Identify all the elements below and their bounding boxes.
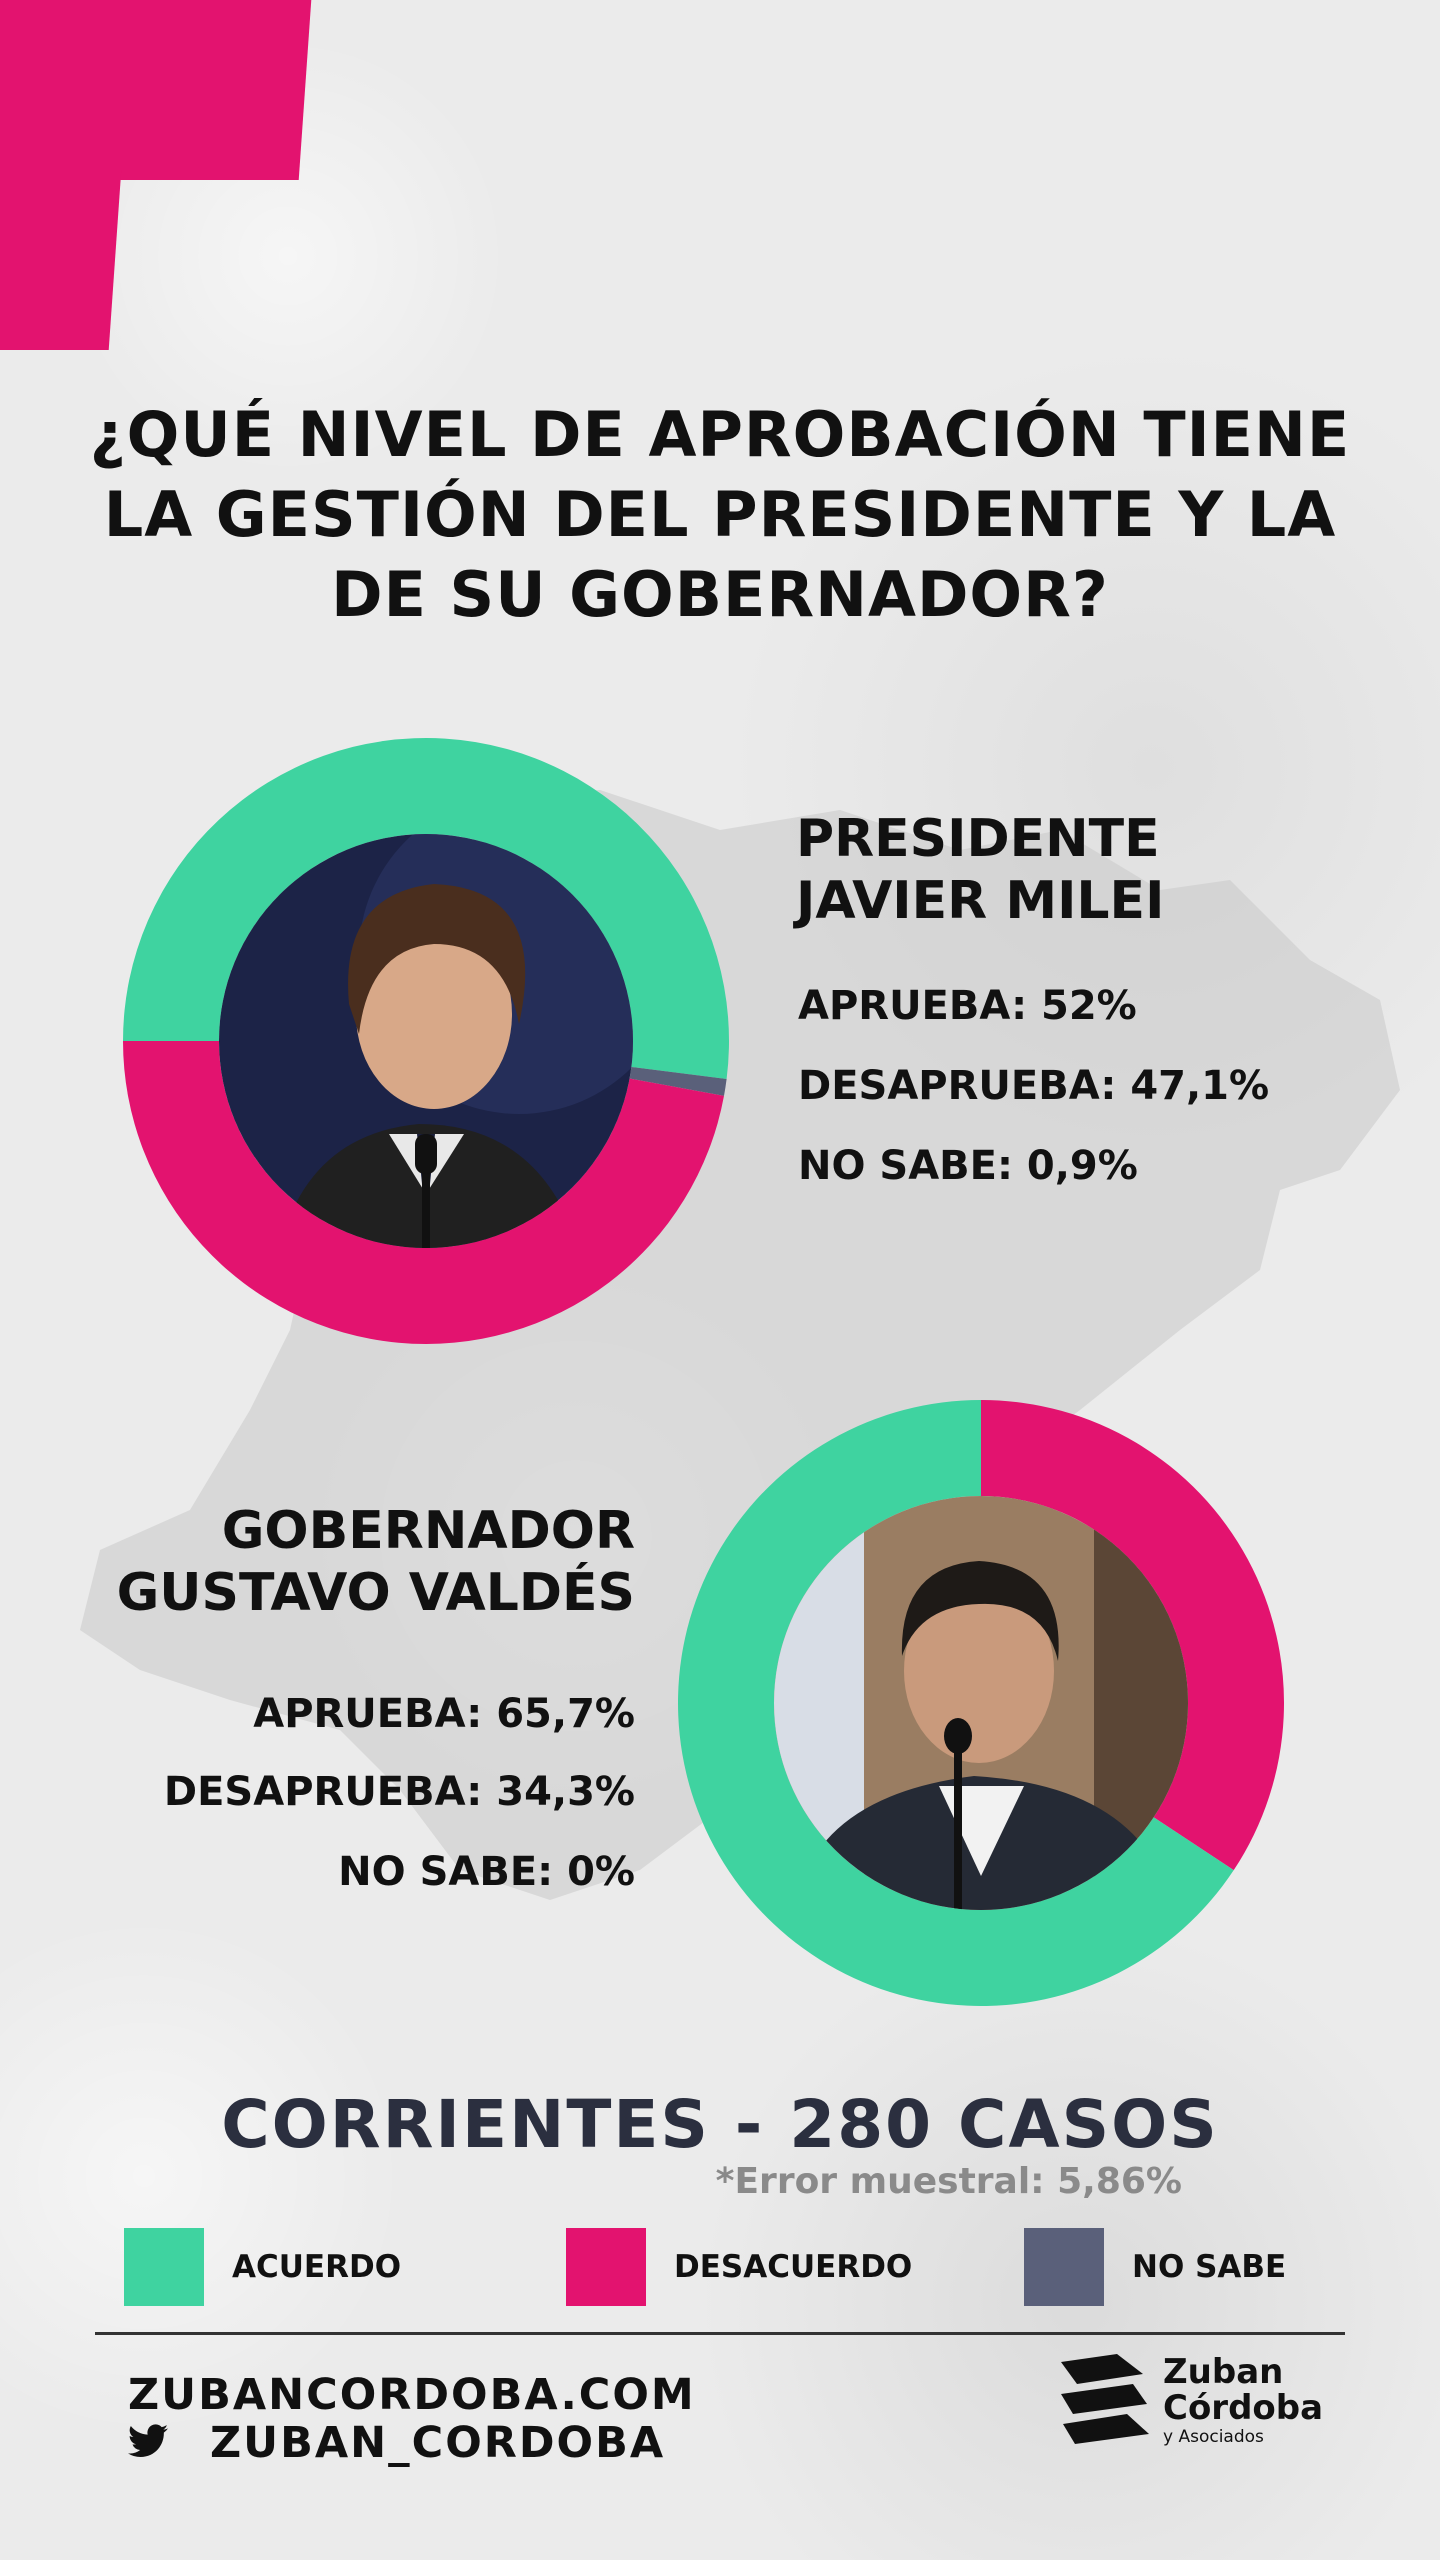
governor-name-line1: GOBERNADOR <box>221 1501 635 1561</box>
logo-line1: Zuban <box>1163 2352 1284 2392</box>
sample-title: CORRIENTES - 280 CASOS <box>221 2086 1219 2163</box>
president-name-line1: PRESIDENTE <box>796 809 1160 869</box>
president-no-sabe: NO SABE: 0,9% <box>798 1143 1138 1189</box>
footer-website[interactable]: ZUBANCORDOBA.COM <box>128 2370 696 2420</box>
legend-item-acuerdo: ACUERDO <box>124 2228 401 2306</box>
legend-swatch-no-sabe <box>1024 2228 1104 2306</box>
sample-error: *Error muestral: 5,86% <box>715 2161 1182 2202</box>
logo-line2: Córdoba <box>1163 2388 1324 2428</box>
footer-divider <box>95 2332 1345 2335</box>
decorative-pink-bar-bottom <box>0 170 122 350</box>
president-name-line2: JAVIER MILEI <box>796 871 1165 931</box>
president-desaprueba: DESAPRUEBA: 47,1% <box>798 1063 1270 1109</box>
legend-item-desacuerdo: DESACUERDO <box>566 2228 912 2306</box>
legend-label-desacuerdo: DESACUERDO <box>674 2249 913 2285</box>
governor-no-sabe: NO SABE: 0% <box>338 1849 635 1895</box>
president-slice-no-sabe <box>629 1066 727 1096</box>
governor-aprueba: APRUEBA: 65,7% <box>253 1691 635 1737</box>
legend-swatch-desacuerdo <box>566 2228 646 2306</box>
president-slice-aprueba <box>123 738 729 1079</box>
president-donut-chart <box>123 738 729 1344</box>
president-donut-svg <box>123 738 729 1344</box>
president-aprueba: APRUEBA: 52% <box>798 983 1137 1029</box>
zuban-cordoba-logo: Zuban Córdoba y Asociados <box>1055 2352 1323 2462</box>
president-slice-desaprueba <box>123 1041 724 1344</box>
president-photo <box>219 834 633 1248</box>
twitter-bird-icon <box>128 2424 168 2462</box>
legend-item-no-sabe: NO SABE <box>1024 2228 1286 2306</box>
legend-swatch-acuerdo <box>124 2228 204 2306</box>
page-title: ¿QUÉ NIVEL DE APROBACIÓN TIENE LA GESTIÓ… <box>89 398 1351 631</box>
governor-slice-desaprueba <box>981 1400 1284 1871</box>
logo-line3: y Asociados <box>1163 2427 1264 2447</box>
governor-photo <box>774 1496 1188 1910</box>
governor-donut-chart <box>678 1400 1284 2006</box>
legend-label-acuerdo: ACUERDO <box>232 2249 402 2285</box>
twitter-handle: ZUBAN_CORDOBA <box>210 2418 666 2468</box>
governor-desaprueba: DESAPRUEBA: 34,3% <box>163 1769 635 1815</box>
footer-twitter[interactable]: ZUBAN_CORDOBA <box>128 2418 665 2468</box>
zuban-cordoba-logo-mark <box>1061 2354 1149 2444</box>
legend-label-no-sabe: NO SABE <box>1132 2249 1287 2285</box>
decorative-pink-bar-top <box>0 0 312 180</box>
governor-name-line2: GUSTAVO VALDÉS <box>116 1563 635 1623</box>
